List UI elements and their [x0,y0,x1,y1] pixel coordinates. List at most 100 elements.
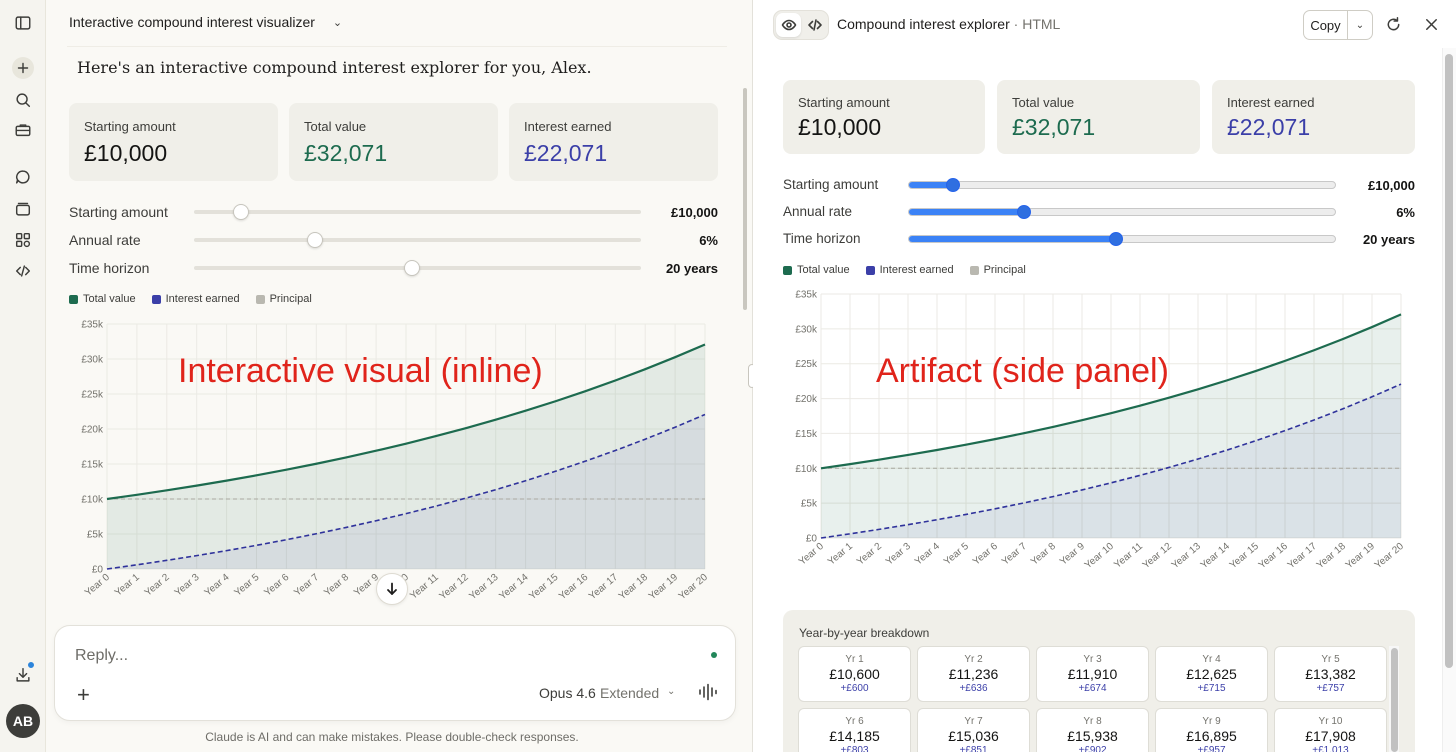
breakdown-interest: +£674 [1078,683,1107,694]
starting-amount-slider-thumb[interactable] [945,178,960,192]
eye-icon [781,19,796,31]
x-tick-label: Year 0 [797,541,826,568]
mode-selector[interactable]: Extended [600,685,660,701]
code-icon[interactable] [12,260,34,282]
x-tick-label: Year 14 [1199,541,1233,572]
projects-icon[interactable] [12,198,34,220]
x-tick-label: Year 15 [527,572,561,603]
x-tick-label: Year 1 [113,572,142,599]
breakdown-card: Yr 4 £12,625 +£715 [1155,646,1268,702]
x-tick-label: Year 4 [913,541,942,568]
refresh-icon[interactable] [1383,14,1403,34]
chevron-down-icon: ⌄ [332,16,343,29]
chevron-down-icon[interactable]: ⌄ [667,686,676,697]
starting-amount-slider-thumb[interactable] [232,204,249,220]
card-label: Interest earned [1227,95,1315,110]
chat-title-dropdown[interactable]: Interactive compound interest visualizer… [69,14,342,30]
divider [67,46,727,47]
annual-rate-slider[interactable] [908,208,1336,216]
breakdown-value: £10,600 [829,666,880,682]
y-tick-label: £35k [81,320,104,331]
starting-amount-slider[interactable] [194,210,641,214]
voice-mode-icon[interactable] [698,683,720,701]
annual-rate-slider[interactable] [194,238,641,242]
slider-fill [909,182,954,188]
card-label: Starting amount [798,95,890,110]
left-sidebar: AB [0,0,46,752]
breakdown-year: Yr 5 [1321,654,1340,665]
starting-amount-slider[interactable] [908,181,1336,189]
x-tick-label: Year 19 [647,572,681,603]
close-icon[interactable] [1421,14,1441,34]
reply-input[interactable]: Reply... [75,647,129,664]
breakdown-interest: +£957 [1197,745,1226,752]
inline-card-starting-amount: Starting amount £10,000 [69,103,278,181]
x-tick-label: Year 2 [855,541,884,568]
status-dot [711,652,717,658]
legend-label: Total value [797,264,850,276]
chat-scrollbar[interactable] [743,88,747,310]
model-selector[interactable]: Opus 4.6 [539,685,596,701]
breakdown-card: Yr 9 £16,895 +£957 [1155,708,1268,752]
scroll-to-bottom-button[interactable] [376,573,408,605]
interest-earned-area [821,384,1401,538]
x-tick-label: Year 6 [262,572,291,599]
slider-fill [909,209,1025,215]
legend-item-interest-earned: Interest earned [865,264,954,276]
annual-rate-slider-thumb[interactable] [306,232,323,248]
code-toggle[interactable] [802,13,827,37]
x-tick-label: Year 19 [1344,541,1378,572]
artifacts-icon[interactable] [12,229,34,251]
x-tick-label: Year 20 [677,572,711,603]
toolbox-icon[interactable] [12,119,34,141]
y-tick-label: £10k [81,495,104,506]
x-tick-label: Year 15 [1228,541,1262,572]
y-tick-label: £5k [801,499,818,510]
x-tick-label: Year 13 [1170,541,1204,572]
copy-options-chevron-icon[interactable]: ⌄ [1355,19,1365,31]
x-tick-label: Year 8 [322,572,351,599]
breakdown-scrollbar-thumb[interactable] [1391,648,1398,752]
artifact-scrollbar-thumb[interactable] [1445,54,1453,668]
card-label: Total value [304,119,367,134]
x-tick-label: Year 1 [826,541,855,568]
avatar[interactable]: AB [6,704,40,738]
new-chat-icon[interactable] [12,57,34,79]
panel-card-starting-amount: Starting amount £10,000 [783,80,985,154]
card-value: £10,000 [84,140,168,166]
x-tick-label: Year 3 [884,541,913,568]
breakdown-year: Yr 10 [1318,716,1343,727]
total-value-area [821,314,1401,538]
sidebar-toggle-icon[interactable] [12,12,34,34]
x-tick-label: Year 16 [1257,541,1291,572]
preview-toggle[interactable] [776,13,801,37]
x-tick-label: Year 18 [617,572,651,603]
interest-earned-area [107,414,705,569]
annual-rate-slider-thumb[interactable] [1016,205,1031,219]
breakdown-interest: +£715 [1197,683,1226,694]
copy-button[interactable]: Copy [1304,11,1348,39]
interest-earned-line [106,413,706,570]
chats-icon[interactable] [12,166,34,188]
add-attachment-button[interactable]: + [77,682,90,707]
search-icon[interactable] [12,89,34,111]
legend-label: Total value [83,293,136,305]
time-horizon-slider-thumb[interactable] [403,260,420,276]
total-value-line [106,343,706,501]
breakdown-interest: +£851 [959,745,988,752]
breakdown-card: Yr 3 £11,910 +£674 [1036,646,1149,702]
download-icon[interactable] [12,664,34,686]
x-tick-label: Year 12 [438,572,472,603]
x-tick-label: Year 18 [1315,541,1349,572]
breakdown-value: £12,625 [1186,666,1237,682]
panel-card-interest-earned: Interest earned £22,071 [1212,80,1415,154]
slider-value-time-horizon: 20 years [1362,232,1415,247]
view-toggle[interactable] [773,10,829,40]
total-value-area [107,344,705,569]
y-tick-label: £15k [81,460,104,471]
time-horizon-slider-thumb[interactable] [1109,232,1124,246]
reply-composer[interactable]: Reply... + Opus 4.6 Extended ⌄ [54,625,736,721]
breakdown-interest: +£902 [1078,745,1107,752]
breakdown-value: £15,938 [1067,728,1118,744]
